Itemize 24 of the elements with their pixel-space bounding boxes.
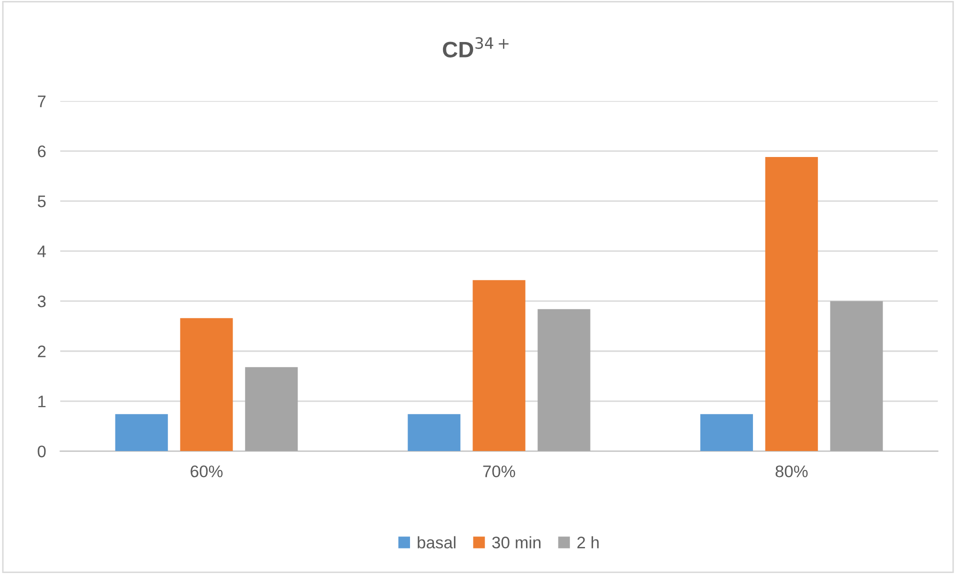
- bar: [472, 280, 526, 452]
- y-tick-label: 7: [38, 96, 46, 108]
- y-tick-label: 3: [38, 296, 46, 308]
- x-tick-label: 80%: [776, 465, 808, 478]
- bar: [830, 301, 883, 452]
- bar: [115, 414, 168, 452]
- bar: [765, 157, 818, 452]
- bar: [700, 414, 753, 452]
- x-tick-label: 60%: [190, 465, 223, 478]
- y-tick-label: 5: [38, 196, 46, 208]
- bar: [245, 367, 298, 452]
- bar: [538, 309, 590, 452]
- legend-label: 30 min: [492, 536, 540, 548]
- legend-label: basal: [418, 536, 456, 548]
- y-tick-label: 0: [38, 446, 46, 458]
- y-tick-label: 1: [38, 396, 46, 408]
- y-tick-label: 2: [38, 346, 46, 358]
- x-tick-label: 70%: [483, 465, 516, 478]
- y-tick-label: 4: [37, 246, 46, 258]
- y-tick-label: 6: [38, 145, 46, 158]
- bar: [408, 414, 460, 452]
- chart-title: CD$^{34+}$: [442, 37, 509, 58]
- legend-label: 2 h: [577, 536, 599, 548]
- bar: [180, 318, 233, 452]
